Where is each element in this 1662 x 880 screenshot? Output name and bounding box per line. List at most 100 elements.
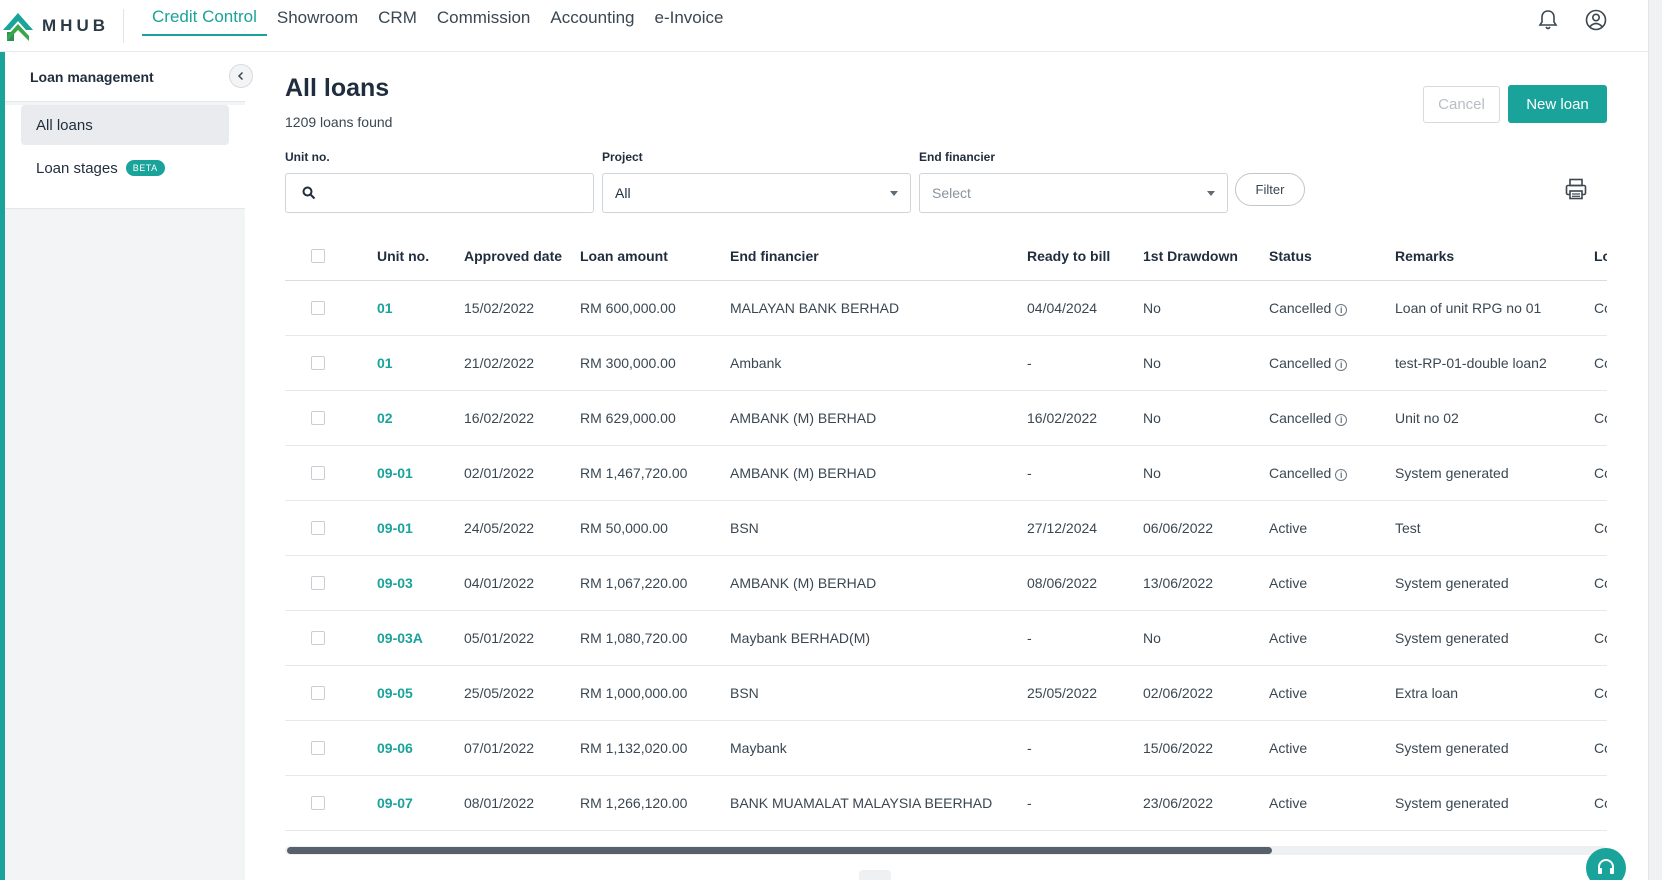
end-financier-select[interactable]: Select (919, 173, 1228, 213)
unit-no-search-input[interactable] (285, 173, 594, 213)
loan-col-cell: Cor (1594, 445, 1607, 501)
loan-col-cell: Cor (1594, 665, 1607, 721)
status-cell: Cancelled i (1269, 390, 1395, 446)
row-checkbox[interactable] (311, 410, 325, 425)
unit-no-link[interactable]: 02 (377, 390, 464, 446)
table-header-row: Unit no. Approved date Loan amount End f… (285, 232, 1607, 281)
column-header[interactable]: Unit no. (377, 232, 464, 281)
row-checkbox[interactable] (311, 685, 325, 700)
headset-icon (1598, 859, 1614, 874)
row-checkbox[interactable] (311, 300, 325, 315)
column-header[interactable]: Status (1269, 232, 1395, 281)
row-checkbox[interactable] (311, 795, 325, 810)
printer-icon[interactable] (1564, 177, 1590, 203)
row-select-cell (285, 610, 377, 666)
column-header[interactable]: Approved date (464, 232, 580, 281)
first-drawdown: No (1143, 390, 1269, 446)
pagination[interactable] (859, 870, 891, 880)
column-header[interactable]: Loa (1594, 232, 1607, 281)
nav-item-accounting[interactable]: Accounting (550, 7, 635, 27)
support-headset-button[interactable] (1586, 848, 1626, 880)
sidebar-item-loan-stages[interactable]: Loan stages BETA (5, 147, 245, 189)
end-financier: AMBANK (M) BERHAD (730, 390, 1027, 446)
sidebar-item-all-loans[interactable]: All loans (21, 105, 229, 145)
nav-item-showroom[interactable]: Showroom (276, 7, 359, 27)
bell-icon[interactable] (1536, 8, 1560, 32)
row-checkbox[interactable] (311, 630, 325, 645)
new-loan-button[interactable]: New loan (1508, 85, 1607, 123)
unit-no-link[interactable]: 09-03 (377, 555, 464, 611)
status-text: Active (1269, 629, 1308, 646)
column-header[interactable]: 1st Drawdown (1143, 232, 1269, 281)
status-text: Cancelled (1269, 409, 1332, 426)
nav-item-e-invoice[interactable]: e-Invoice (654, 7, 724, 27)
column-header[interactable]: Remarks (1395, 232, 1594, 281)
table-row[interactable]: 02 16/02/2022 RM 629,000.00 AMBANK (M) BERH… (285, 390, 1607, 446)
info-icon[interactable]: i (1335, 303, 1348, 316)
status-cell: Cancelled i (1269, 445, 1395, 501)
project-select[interactable]: All (602, 173, 911, 213)
row-checkbox[interactable] (311, 355, 325, 370)
table-row[interactable]: 01 15/02/2022 RM 600,000.00 MALAYAN BANK BE… (285, 280, 1607, 336)
table-row[interactable]: 09-03 04/01/2022 RM 1,067,220.00 AMBANK (M)… (285, 555, 1607, 611)
status-text: Active (1269, 684, 1308, 701)
table-row[interactable]: 09-01 24/05/2022 RM 50,000.00 BSN 27/12/2024… (285, 500, 1607, 556)
status-cell: Cancelled i (1269, 335, 1395, 391)
remarks-cell: Unit no 02 (1395, 390, 1594, 446)
cancel-button[interactable]: Cancel (1423, 86, 1500, 123)
nav-item-crm[interactable]: CRM (378, 7, 417, 27)
left-accent-rail (0, 52, 5, 880)
unit-no-link[interactable]: 09-06 (377, 720, 464, 776)
approved-date: 21/02/2022 (464, 335, 580, 391)
unit-no-link[interactable]: 01 (377, 335, 464, 391)
horizontal-scrollbar[interactable] (285, 846, 1607, 855)
table-row[interactable]: 09-06 07/01/2022 RM 1,132,020.00 Maybank -15… (285, 720, 1607, 776)
first-drawdown: No (1143, 445, 1269, 501)
vertical-scrollbar[interactable] (1648, 0, 1662, 880)
loan-amount: RM 1,132,020.00 (580, 720, 730, 776)
filter-button[interactable]: Filter (1235, 173, 1305, 206)
select-all-checkbox[interactable] (311, 248, 325, 263)
row-checkbox[interactable] (311, 465, 325, 480)
ready-to-bill: - (1027, 445, 1143, 501)
scrollbar-thumb[interactable] (287, 847, 1272, 854)
row-select-cell (285, 390, 377, 446)
main-content: All loans 1209 loans found Cancel New lo… (285, 52, 1610, 880)
chevron-left-icon (237, 71, 244, 81)
column-header[interactable]: Ready to bill (1027, 232, 1143, 281)
status-cell: Cancelled i (1269, 280, 1395, 336)
nav-item-credit-control[interactable]: Credit Control (142, 0, 267, 36)
info-icon[interactable]: i (1335, 413, 1348, 426)
info-icon[interactable]: i (1335, 468, 1348, 481)
table-row[interactable]: 09-03A 05/01/2022 RM 1,080,720.00 Maybank B… (285, 610, 1607, 666)
unit-no-link[interactable]: 09-01 (377, 445, 464, 501)
status-cell: Active (1269, 500, 1395, 556)
loan-count: 1209 loans found (285, 114, 393, 130)
mhub-logo[interactable]: MHUB (0, 8, 124, 43)
sidebar-title: Loan management (5, 52, 253, 102)
remarks-cell: Loan of unit RPG no 01 (1395, 280, 1594, 336)
table-row[interactable]: 09-01 02/01/2022 RM 1,467,720.00 AMBANK (M)… (285, 445, 1607, 501)
table-row[interactable]: 09-05 25/05/2022 RM 1,000,000.00 BSN 25/05/2… (285, 665, 1607, 721)
user-circle-icon[interactable] (1584, 8, 1608, 32)
nav-item-commission[interactable]: Commission (436, 7, 531, 27)
unit-no-link[interactable]: 09-03A (377, 610, 464, 666)
row-checkbox[interactable] (311, 520, 325, 535)
unit-no-link[interactable]: 01 (377, 280, 464, 336)
unit-no-link[interactable]: 09-07 (377, 775, 464, 831)
unit-no-link[interactable]: 09-05 (377, 665, 464, 721)
approved-date: 05/01/2022 (464, 610, 580, 666)
column-header[interactable]: End financier (730, 232, 1027, 281)
end-financier: AMBANK (M) BERHAD (730, 445, 1027, 501)
column-header[interactable]: Loan amount (580, 232, 730, 281)
collapse-sidebar-button[interactable] (229, 64, 253, 88)
info-icon[interactable]: i (1335, 358, 1348, 371)
status-cell: Active (1269, 555, 1395, 611)
unit-no-label: Unit no. (285, 150, 330, 164)
row-select-cell (285, 775, 377, 831)
table-row[interactable]: 01 21/02/2022 RM 300,000.00 Ambank - No Cancel… (285, 335, 1607, 391)
unit-no-link[interactable]: 09-01 (377, 500, 464, 556)
table-row[interactable]: 09-07 08/01/2022 RM 1,266,120.00 BANK MUAMA… (285, 775, 1607, 831)
row-checkbox[interactable] (311, 740, 325, 755)
row-checkbox[interactable] (311, 575, 325, 590)
